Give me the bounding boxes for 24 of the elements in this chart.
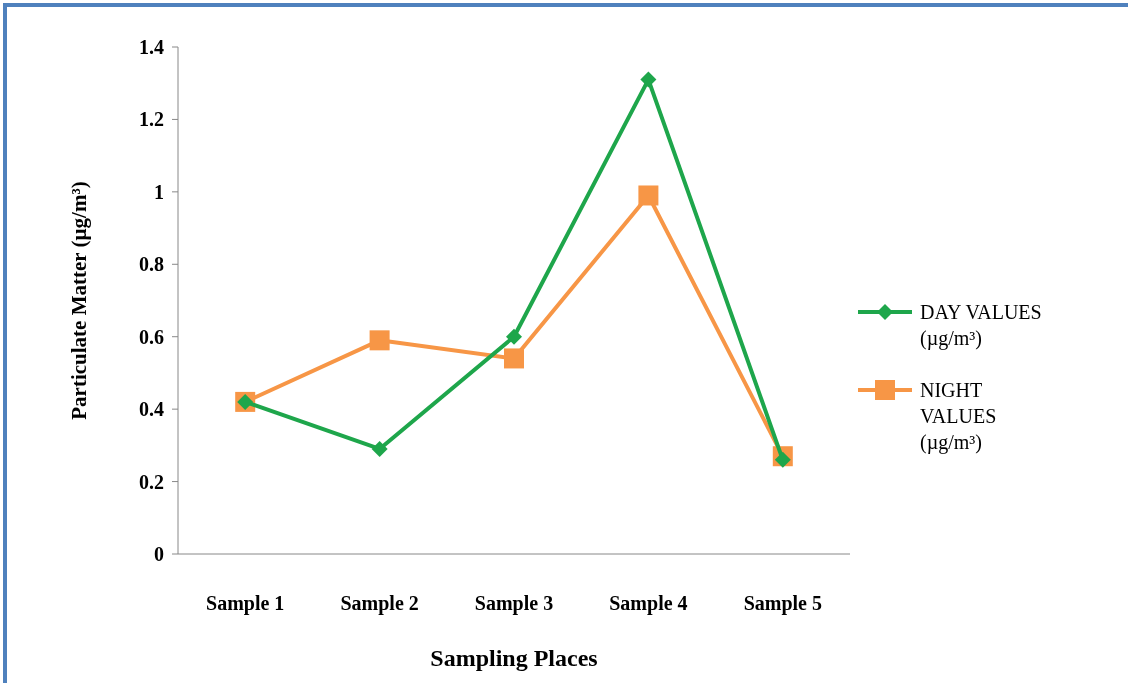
point [504, 348, 524, 369]
y-tick-label: 0 [154, 543, 164, 565]
y-axis-title: Particulate Matter (µg/m³) [67, 181, 91, 420]
x-axis-title: Sampling Places [430, 645, 598, 671]
point [506, 328, 522, 345]
legend-label: NIGHT VALUES (µg/m³) [920, 379, 997, 454]
point [369, 330, 390, 351]
y-tick-label: 0.8 [139, 253, 164, 276]
x-tick-label: Sample 1 [206, 592, 285, 615]
y-tick-label: 1 [154, 180, 164, 203]
y-tick-label: 1.4 [139, 36, 164, 58]
x-tick-label: Sample 4 [609, 592, 688, 615]
x-tick-label: Sample 3 [474, 592, 554, 615]
y-tick-label: 1.2 [139, 108, 164, 131]
point [640, 71, 657, 88]
y-tick-label: 0.6 [139, 325, 164, 348]
point [774, 451, 791, 468]
point [371, 440, 388, 457]
x-tick-label: Sample 2 [340, 592, 419, 615]
y-tick-label: 0.2 [139, 470, 164, 493]
legend-label: DAY VALUES (µg/m³) [920, 301, 1042, 350]
y-tick-label: 0.4 [139, 398, 164, 421]
x-tick-label: Sample 5 [743, 592, 822, 615]
point [638, 185, 659, 206]
